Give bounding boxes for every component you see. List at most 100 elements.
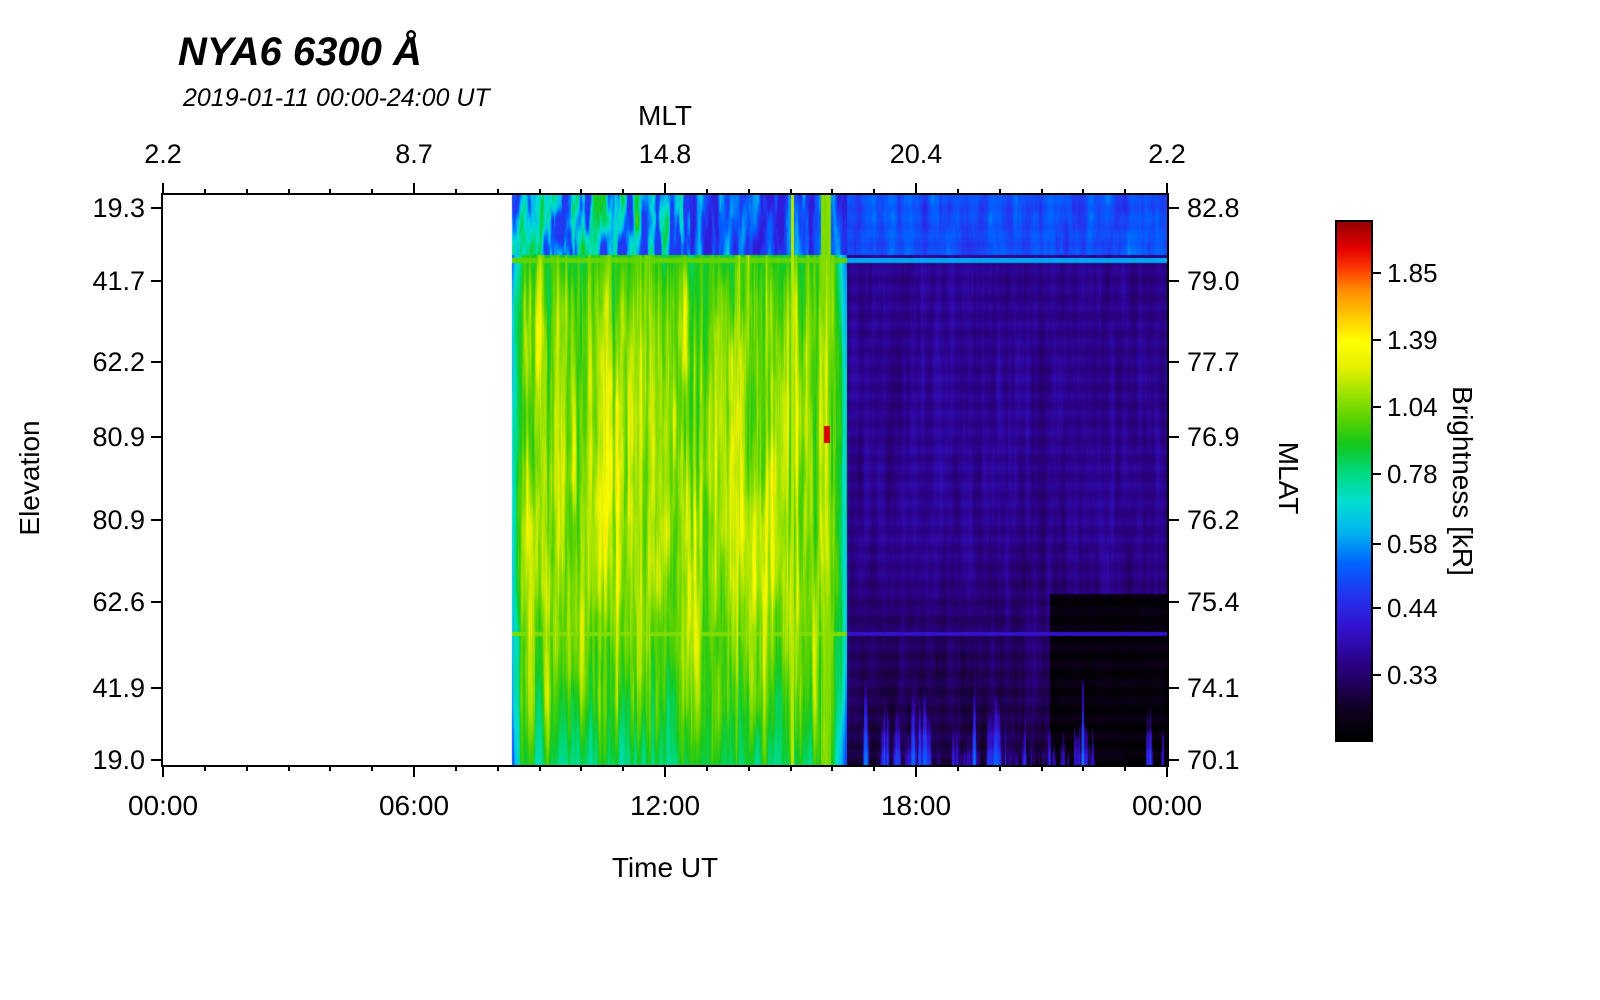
left-tick-label: 41.9 — [92, 673, 145, 704]
bottom-axis-minor-tick — [1082, 765, 1085, 771]
right-axis-tick — [1167, 758, 1179, 761]
colorbar-tick-label: 0.78 — [1387, 459, 1438, 490]
left-axis-tick — [151, 436, 163, 439]
right-tick-label: 76.2 — [1187, 504, 1240, 535]
bottom-axis-minor-tick — [622, 765, 625, 771]
right-tick-label: 79.0 — [1187, 266, 1240, 297]
bottom-axis-minor-tick — [287, 765, 290, 771]
bottom-axis-minor-tick — [538, 765, 541, 771]
bottom-tick-label: 06:00 — [378, 790, 450, 821]
right-axis-tick — [1167, 687, 1179, 690]
colorbar-tick-label: 1.85 — [1387, 257, 1438, 288]
top-axis-minor-tick — [329, 189, 332, 195]
top-tick-label: 20.4 — [889, 139, 943, 169]
left-axis-tick — [151, 600, 163, 603]
left-axis-tick — [151, 207, 163, 210]
top-axis-tick — [664, 183, 666, 195]
right-tick-label: 75.4 — [1187, 586, 1240, 617]
colorbar-tick-label: 0.44 — [1387, 593, 1438, 624]
bottom-axis-minor-tick — [245, 765, 248, 771]
top-axis-tick — [1166, 183, 1168, 195]
colorbar-gradient — [1337, 222, 1371, 740]
left-tick-label: 62.6 — [92, 586, 145, 617]
colorbar-tick-label: 0.33 — [1387, 660, 1438, 691]
bottom-axis-tick — [915, 765, 917, 777]
colorbar-tick — [1371, 607, 1381, 610]
bottom-axis-minor-tick — [747, 765, 750, 771]
bottom-axis-tick — [162, 765, 164, 777]
top-axis-minor-tick — [1124, 189, 1127, 195]
plot-subtitle: 2019-01-11 00:00-24:00 UT — [183, 84, 490, 112]
top-axis-minor-tick — [622, 189, 625, 195]
bottom-axis-minor-tick — [371, 765, 374, 771]
left-axis-tick — [151, 361, 163, 363]
bottom-axis-tick — [1166, 765, 1168, 777]
right-axis-tick — [1167, 280, 1179, 283]
colorbar-tick — [1371, 542, 1381, 545]
top-axis-minor-tick — [245, 189, 248, 195]
top-axis-tick — [915, 183, 917, 195]
left-tick-label: 41.7 — [92, 266, 145, 297]
top-tick-label: 14.8 — [638, 139, 692, 169]
top-tick-label: 2.2 — [1148, 139, 1186, 169]
colorbar-tick-label: 0.58 — [1387, 528, 1438, 559]
colorbar-tick — [1371, 674, 1381, 677]
top-axis-minor-tick — [203, 189, 206, 195]
bottom-axis-minor-tick — [496, 765, 499, 771]
bottom-axis-tick — [413, 765, 415, 777]
right-tick-label: 76.9 — [1187, 422, 1240, 453]
bottom-axis-minor-tick — [1040, 765, 1043, 771]
bottom-tick-label: 00:00 — [127, 790, 199, 821]
bottom-axis-minor-tick — [329, 765, 332, 771]
right-axis-tick — [1167, 361, 1179, 363]
bottom-axis-minor-tick — [956, 765, 959, 771]
bottom-axis-minor-tick — [454, 765, 457, 771]
colorbar-tick — [1371, 473, 1381, 476]
right-tick-label: 82.8 — [1187, 193, 1240, 224]
left-tick-label: 19.3 — [92, 193, 145, 224]
colorbar-tick-label: 1.04 — [1387, 392, 1438, 423]
top-axis-tick — [162, 183, 164, 195]
top-axis-minor-tick — [538, 189, 541, 195]
bottom-axis-minor-tick — [789, 765, 792, 771]
bottom-tick-label: 18:00 — [880, 790, 952, 821]
top-axis-minor-tick — [580, 189, 583, 195]
bottom-axis-minor-tick — [873, 765, 876, 771]
right-axis-tick — [1167, 207, 1179, 210]
top-axis-minor-tick — [747, 189, 750, 195]
left-axis-tick — [151, 518, 163, 521]
left-axis-label: Elevation — [14, 420, 45, 536]
keogram-heatmap — [163, 195, 1167, 765]
plot-title: NYA6 6300 Å — [178, 30, 422, 74]
colorbar-tick-label: 1.39 — [1387, 324, 1438, 355]
bottom-axis-minor-tick — [1124, 765, 1127, 771]
right-axis-tick — [1167, 436, 1179, 439]
top-axis-label: MLT — [638, 100, 692, 131]
bottom-axis-minor-tick — [831, 765, 834, 771]
bottom-axis-minor-tick — [580, 765, 583, 771]
top-tick-label: 8.7 — [395, 139, 433, 169]
top-axis-tick — [413, 183, 415, 195]
top-axis-minor-tick — [454, 189, 457, 195]
bottom-axis-label: Time UT — [611, 852, 719, 883]
colorbar-tick — [1371, 338, 1381, 341]
top-axis-minor-tick — [287, 189, 290, 195]
top-axis-minor-tick — [705, 189, 708, 195]
top-axis-minor-tick — [956, 189, 959, 195]
left-axis-tick — [151, 687, 163, 690]
top-axis-minor-tick — [831, 189, 834, 195]
bottom-tick-label: 12:00 — [629, 790, 701, 821]
right-tick-label: 74.1 — [1187, 673, 1240, 704]
top-axis-minor-tick — [371, 189, 374, 195]
right-tick-label: 70.1 — [1187, 744, 1240, 775]
left-tick-label: 80.9 — [92, 422, 145, 453]
left-tick-label: 80.9 — [92, 504, 145, 535]
top-axis-minor-tick — [873, 189, 876, 195]
right-axis-tick — [1167, 518, 1179, 521]
top-axis-minor-tick — [1040, 189, 1043, 195]
left-axis-tick — [151, 758, 163, 761]
right-axis-label: MLAT — [1273, 441, 1304, 515]
top-axis-minor-tick — [789, 189, 792, 195]
bottom-tick-label: 00:00 — [1131, 790, 1203, 821]
